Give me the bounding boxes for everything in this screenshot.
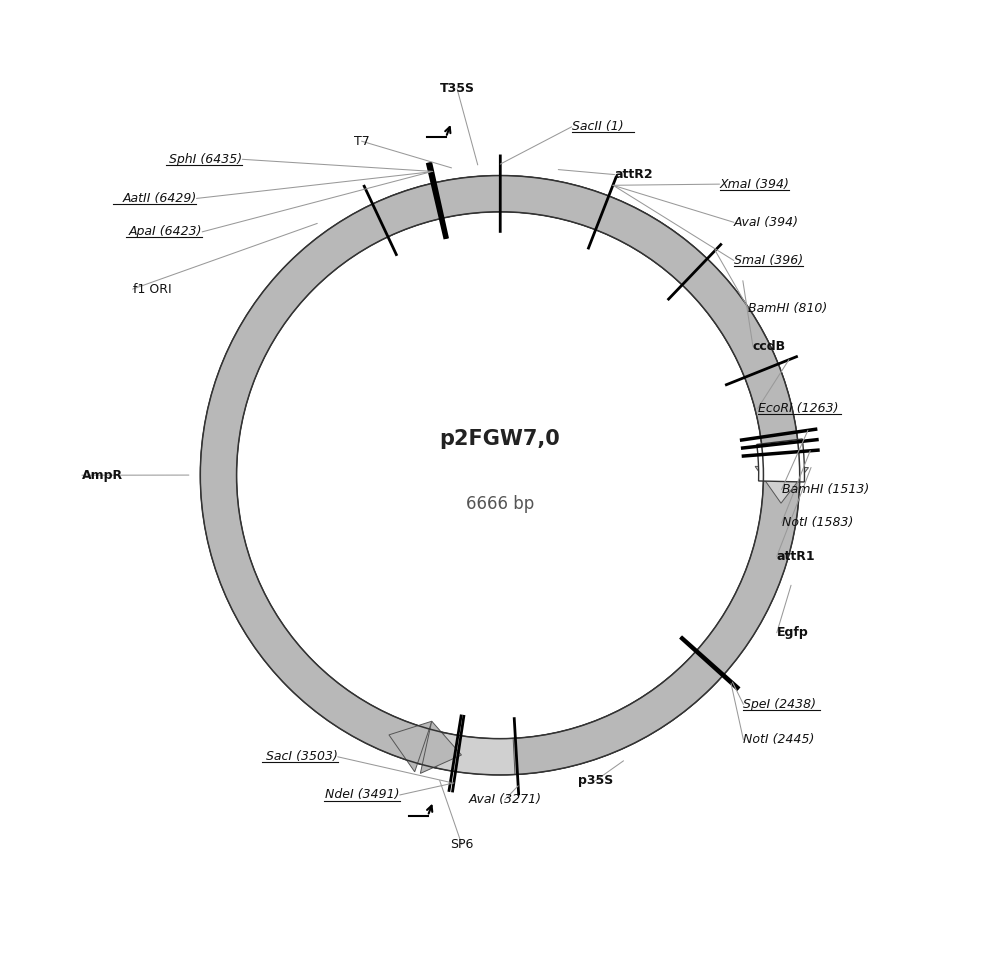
Polygon shape: [755, 467, 809, 503]
Text: attR1: attR1: [777, 550, 815, 563]
Text: ApaI (6423): ApaI (6423): [129, 226, 202, 238]
Wedge shape: [200, 176, 800, 775]
Text: AvaI (394): AvaI (394): [734, 216, 799, 228]
Text: T35S: T35S: [440, 83, 475, 95]
Text: EcoRI (1263): EcoRI (1263): [758, 402, 838, 415]
Wedge shape: [500, 176, 798, 444]
Text: SphI (6435): SphI (6435): [0, 959, 1, 960]
Text: SpeI (2438): SpeI (2438): [743, 698, 816, 710]
Text: AmpR: AmpR: [82, 468, 123, 482]
Text: SP6: SP6: [450, 838, 474, 852]
Wedge shape: [513, 481, 800, 775]
Text: XmaI (394): XmaI (394): [0, 959, 1, 960]
Text: NdeI (3491): NdeI (3491): [325, 788, 400, 802]
Text: SmaI (396): SmaI (396): [0, 959, 1, 960]
Text: SacI (3503): SacI (3503): [266, 751, 338, 763]
Wedge shape: [370, 176, 500, 238]
Polygon shape: [389, 721, 432, 772]
Polygon shape: [200, 176, 800, 775]
Text: attR2: attR2: [615, 168, 653, 181]
Text: p2FGW7,0: p2FGW7,0: [440, 429, 560, 449]
Text: BamHI (810): BamHI (810): [748, 301, 827, 315]
Text: XmaI (394): XmaI (394): [720, 178, 789, 191]
Polygon shape: [200, 176, 800, 775]
Text: T7: T7: [354, 134, 369, 148]
Text: NotI (2445): NotI (2445): [743, 733, 815, 746]
Text: SacII (1): SacII (1): [572, 120, 623, 133]
Text: AatII (6429): AatII (6429): [0, 959, 1, 960]
Text: SpeI (2438): SpeI (2438): [0, 959, 1, 960]
Text: p35S: p35S: [578, 774, 613, 787]
Wedge shape: [420, 729, 515, 775]
Text: SacII (1): SacII (1): [0, 959, 1, 960]
Text: BamHI (1513): BamHI (1513): [782, 483, 869, 496]
Text: SmaI (396): SmaI (396): [734, 254, 803, 267]
Polygon shape: [360, 176, 800, 775]
Text: NdeI (3491): NdeI (3491): [0, 959, 1, 960]
Text: AvaI (3271): AvaI (3271): [468, 793, 541, 806]
Text: Egfp: Egfp: [777, 626, 809, 639]
Text: ccdB: ccdB: [753, 340, 786, 353]
Text: AatII (6429): AatII (6429): [122, 192, 196, 204]
Text: SphI (6435): SphI (6435): [169, 153, 242, 166]
Polygon shape: [420, 721, 461, 774]
Wedge shape: [757, 439, 804, 482]
Text: EcoRI (1263): EcoRI (1263): [0, 959, 1, 960]
Text: f1 ORI: f1 ORI: [133, 282, 171, 296]
Text: 6666 bp: 6666 bp: [466, 494, 534, 513]
Text: ApaI (6423): ApaI (6423): [0, 959, 1, 960]
Wedge shape: [200, 205, 430, 764]
Wedge shape: [762, 440, 800, 482]
Text: SacI (3503): SacI (3503): [0, 959, 1, 960]
Text: NotI (1583): NotI (1583): [782, 516, 853, 530]
